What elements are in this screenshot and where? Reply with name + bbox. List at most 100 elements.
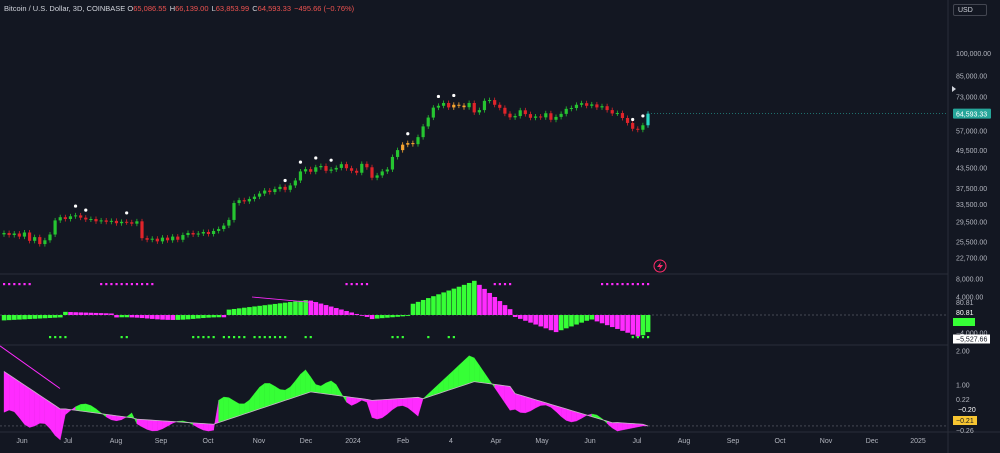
hist-bar bbox=[441, 292, 446, 315]
price-pane bbox=[2, 93, 948, 247]
time-tick-label: Apr bbox=[491, 438, 503, 445]
hist-bar bbox=[395, 315, 400, 317]
candle bbox=[334, 165, 338, 173]
hist-bar bbox=[313, 302, 319, 315]
candle-body bbox=[636, 128, 640, 130]
candle-body bbox=[140, 221, 144, 239]
osc-fill bbox=[295, 373, 301, 398]
hist-bar bbox=[584, 315, 590, 321]
candle bbox=[12, 231, 16, 238]
time-tick-label: Aug bbox=[110, 438, 123, 445]
hist-dot bbox=[151, 283, 154, 286]
candle bbox=[104, 217, 108, 225]
time-tick-label: Oct bbox=[203, 438, 214, 445]
hist-bar bbox=[150, 315, 155, 319]
osc-fill bbox=[54, 405, 61, 441]
price-tick-label: 25,500.00 bbox=[956, 239, 987, 246]
hist-bar bbox=[553, 315, 559, 333]
signal-marker bbox=[329, 158, 333, 162]
candle bbox=[84, 215, 88, 222]
candle bbox=[441, 100, 446, 109]
osc-fill bbox=[233, 400, 240, 418]
hist-dot bbox=[345, 283, 348, 286]
candle bbox=[268, 188, 272, 195]
candle-body bbox=[610, 110, 614, 114]
osc-fill bbox=[520, 394, 526, 414]
candle bbox=[518, 107, 522, 119]
candle bbox=[165, 235, 170, 243]
hist-bar bbox=[190, 315, 196, 319]
candle bbox=[293, 178, 297, 188]
candle bbox=[227, 217, 231, 229]
time-tick-label: Dec bbox=[866, 438, 879, 445]
candle bbox=[135, 218, 139, 227]
currency-button[interactable]: USD bbox=[953, 4, 987, 16]
candle bbox=[99, 217, 103, 224]
candle bbox=[273, 186, 277, 195]
candle bbox=[339, 161, 343, 171]
hist-bar bbox=[277, 303, 283, 315]
candle bbox=[263, 188, 267, 197]
candle-body bbox=[344, 164, 349, 169]
candle-body bbox=[68, 216, 73, 220]
osc-fill bbox=[499, 384, 506, 404]
osc-tick-label: 2.00 bbox=[956, 349, 970, 356]
candle-body bbox=[252, 196, 257, 200]
hist-dot bbox=[365, 283, 369, 286]
osc-tick-label: −0.26 bbox=[956, 428, 974, 435]
candle bbox=[549, 110, 553, 123]
hist-bar bbox=[170, 315, 176, 320]
hist-bar bbox=[221, 315, 227, 318]
hist-bar bbox=[180, 315, 186, 320]
hist-tick-label: 80.81 bbox=[956, 310, 974, 317]
hist-dot bbox=[401, 336, 404, 339]
hist-bar bbox=[47, 315, 53, 318]
osc-fill bbox=[392, 398, 398, 410]
hist-bar bbox=[528, 315, 533, 323]
osc-fill bbox=[305, 369, 311, 394]
osc-fill bbox=[458, 360, 465, 387]
hist-bar bbox=[334, 308, 339, 315]
hist-bar bbox=[6, 315, 12, 321]
chevron-right-icon[interactable] bbox=[952, 86, 956, 92]
candle-body bbox=[58, 217, 62, 221]
osc-fill bbox=[24, 384, 30, 428]
hist-bar bbox=[129, 315, 135, 318]
candle-body bbox=[395, 150, 400, 157]
osc-fill bbox=[34, 391, 40, 427]
symbol-title[interactable]: Bitcoin / U.S. Dollar, 3D, COINBASE bbox=[4, 4, 126, 13]
candle-body bbox=[99, 220, 103, 222]
hist-bar bbox=[354, 313, 360, 315]
candle bbox=[329, 167, 333, 174]
price-tick-label: 73,000.00 bbox=[956, 94, 987, 101]
candle-body bbox=[257, 193, 262, 197]
osc-fill bbox=[530, 397, 536, 412]
lightning-icon[interactable] bbox=[653, 259, 667, 273]
candle-body bbox=[513, 116, 517, 118]
osc-fill bbox=[397, 398, 403, 407]
current-price-badge[interactable] bbox=[953, 108, 991, 119]
candle-body bbox=[646, 113, 650, 126]
hist-bar bbox=[323, 305, 329, 315]
hist-dot bbox=[616, 283, 619, 286]
candle-body bbox=[339, 164, 343, 168]
candle-body bbox=[641, 125, 645, 130]
osc-fill bbox=[494, 384, 500, 396]
time-axis[interactable]: Jun Jul Aug Sep Oct Nov Dec 2024 Feb 4 Apr May Jun Ju… bbox=[16, 438, 926, 445]
hist-bar bbox=[288, 302, 293, 315]
candle bbox=[554, 114, 558, 123]
candle bbox=[288, 182, 292, 193]
signal-marker bbox=[298, 160, 303, 164]
price-axis[interactable]: 100,000.0085,000.0073,000.0065,000.0057,… bbox=[953, 51, 991, 263]
hist-bar bbox=[543, 315, 549, 329]
candle-body bbox=[457, 104, 461, 106]
candle bbox=[48, 232, 52, 243]
osc-fill bbox=[49, 401, 56, 437]
hist-dot bbox=[146, 283, 149, 286]
hist-dot bbox=[13, 283, 16, 286]
candle bbox=[298, 168, 303, 183]
osc-fill bbox=[75, 404, 81, 412]
candle-body bbox=[416, 137, 420, 145]
candle bbox=[283, 184, 287, 193]
